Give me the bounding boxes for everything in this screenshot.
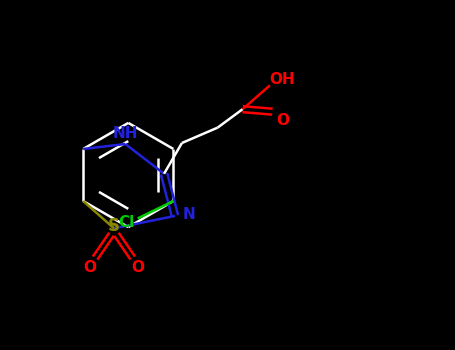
Text: O: O (276, 113, 289, 128)
Text: N: N (182, 208, 195, 223)
Text: OH: OH (269, 72, 295, 87)
Text: O: O (84, 259, 96, 274)
Text: O: O (131, 259, 144, 274)
Text: Cl: Cl (119, 215, 135, 230)
Text: S: S (108, 217, 120, 235)
Text: NH: NH (113, 126, 139, 141)
